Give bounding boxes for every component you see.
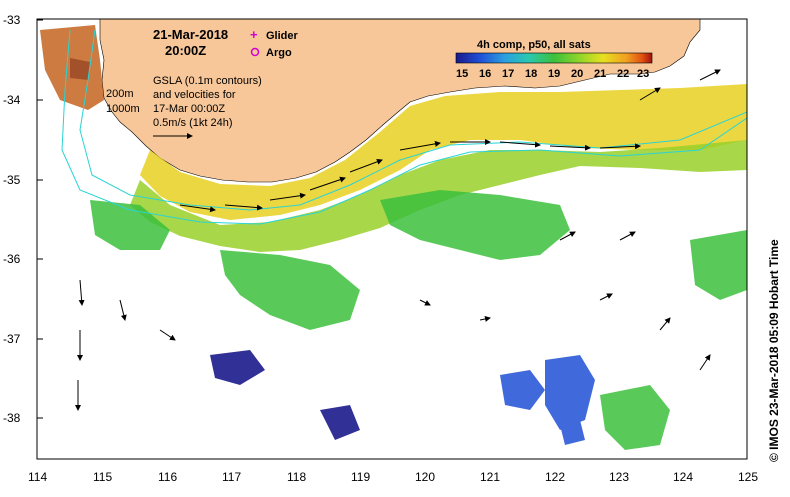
- velocity-arrow: [599, 293, 613, 301]
- velocity-arrow: [699, 354, 711, 371]
- colorbar: [455, 52, 653, 64]
- x-tick-label: 115: [93, 470, 112, 484]
- colorbar-tick-label: 23: [637, 68, 649, 80]
- colorbar-tick-label: 19: [548, 68, 560, 80]
- argo-marker-icon: [250, 47, 260, 57]
- x-tick-label: 117: [222, 470, 241, 484]
- x-tick-label: 123: [609, 470, 629, 484]
- velocity-arrow: [479, 316, 491, 322]
- x-tick-label: 121: [480, 470, 500, 484]
- gsla-note-line-2: and velocities for: [153, 89, 236, 101]
- velocity-arrow: [399, 140, 441, 151]
- x-tick-label: 120: [415, 470, 435, 484]
- velocity-arrow: [309, 176, 346, 191]
- x-tick-label: 125: [738, 470, 758, 484]
- glider-legend-label: Glider: [266, 30, 299, 42]
- x-tick-label: 124: [673, 470, 693, 484]
- imos-credit: © IMOS 23-Mar-2018 05:09 Hobart Time: [767, 239, 781, 462]
- map-date: 21-Mar-2018: [153, 27, 228, 42]
- velocity-arrow: [159, 329, 176, 341]
- y-tick-label: -36: [3, 252, 21, 266]
- sst-cool-patches: [500, 355, 595, 445]
- velocity-arrow: [639, 87, 661, 101]
- velocity-arrow: [659, 317, 671, 331]
- velocity-arrow: [269, 192, 306, 201]
- gsla-note-line-4: 0.5m/s (1kt 24h): [153, 117, 232, 129]
- contour-200m: [79, 29, 747, 211]
- gsla-note-line-1: GSLA (0.1m contours): [153, 75, 262, 87]
- colorbar-tick-label: 16: [479, 68, 491, 80]
- y-axis: -33 -34 -35 -36 -37 -38: [3, 13, 43, 425]
- map-time: 20:00Z: [165, 43, 206, 58]
- velocity-arrow: [699, 69, 721, 81]
- velocity-arrow: [224, 204, 263, 211]
- plot-frame: [36, 18, 748, 460]
- velocity-arrow: [499, 141, 541, 148]
- colorbar-tick-label: 21: [594, 68, 606, 80]
- x-tick-label: 116: [158, 470, 177, 484]
- x-tick-label: 114: [28, 470, 47, 484]
- sst-warm-band: [140, 84, 747, 220]
- x-axis: 114 115 116 117 118 119 120 121 122 123 …: [28, 470, 758, 484]
- velocity-arrow: [419, 299, 431, 306]
- colorbar-ticks: 15 16 17 18 19 20 21 22 23: [456, 68, 649, 80]
- velocity-arrow: [78, 279, 85, 306]
- y-tick-label: -35: [3, 173, 21, 187]
- x-tick-label: 119: [351, 470, 370, 484]
- y-tick-label: -33: [3, 13, 21, 27]
- velocity-arrow: [349, 158, 383, 173]
- contour-label-1000m: 1000m: [106, 103, 140, 115]
- velocity-arrow: [599, 143, 641, 150]
- sst-green-patches: [90, 190, 747, 450]
- x-tick-label: 122: [545, 470, 565, 484]
- colorbar-tick-label: 17: [502, 68, 514, 80]
- y-tick-label: -38: [3, 411, 21, 425]
- contour-label-200m: 200m: [106, 88, 134, 100]
- y-tick-label: -34: [3, 93, 21, 107]
- velocity-arrow: [119, 299, 127, 321]
- gsla-note-line-3: 17-Mar 00:00Z: [153, 103, 225, 115]
- velocity-arrows: [75, 69, 721, 411]
- velocity-arrow: [559, 231, 576, 241]
- contour-1000m: [61, 29, 747, 225]
- x-tick-label: 118: [287, 470, 306, 484]
- sst-hot-coast: [40, 25, 104, 110]
- velocity-arrow: [619, 231, 636, 241]
- glider-marker-icon: +: [250, 27, 258, 42]
- colorbar-tick-label: 22: [617, 68, 629, 80]
- colorbar-title: 4h comp, p50, all sats: [477, 39, 591, 51]
- velocity-arrow: [179, 204, 216, 213]
- sst-cold-patches: [70, 58, 360, 440]
- y-tick-label: -37: [3, 332, 21, 346]
- colorbar-tick-label: 15: [456, 68, 468, 80]
- colorbar-tick-label: 20: [571, 68, 583, 80]
- argo-legend-label: Argo: [266, 47, 292, 59]
- colorbar-tick-label: 18: [525, 68, 537, 80]
- velocity-arrow: [549, 144, 591, 151]
